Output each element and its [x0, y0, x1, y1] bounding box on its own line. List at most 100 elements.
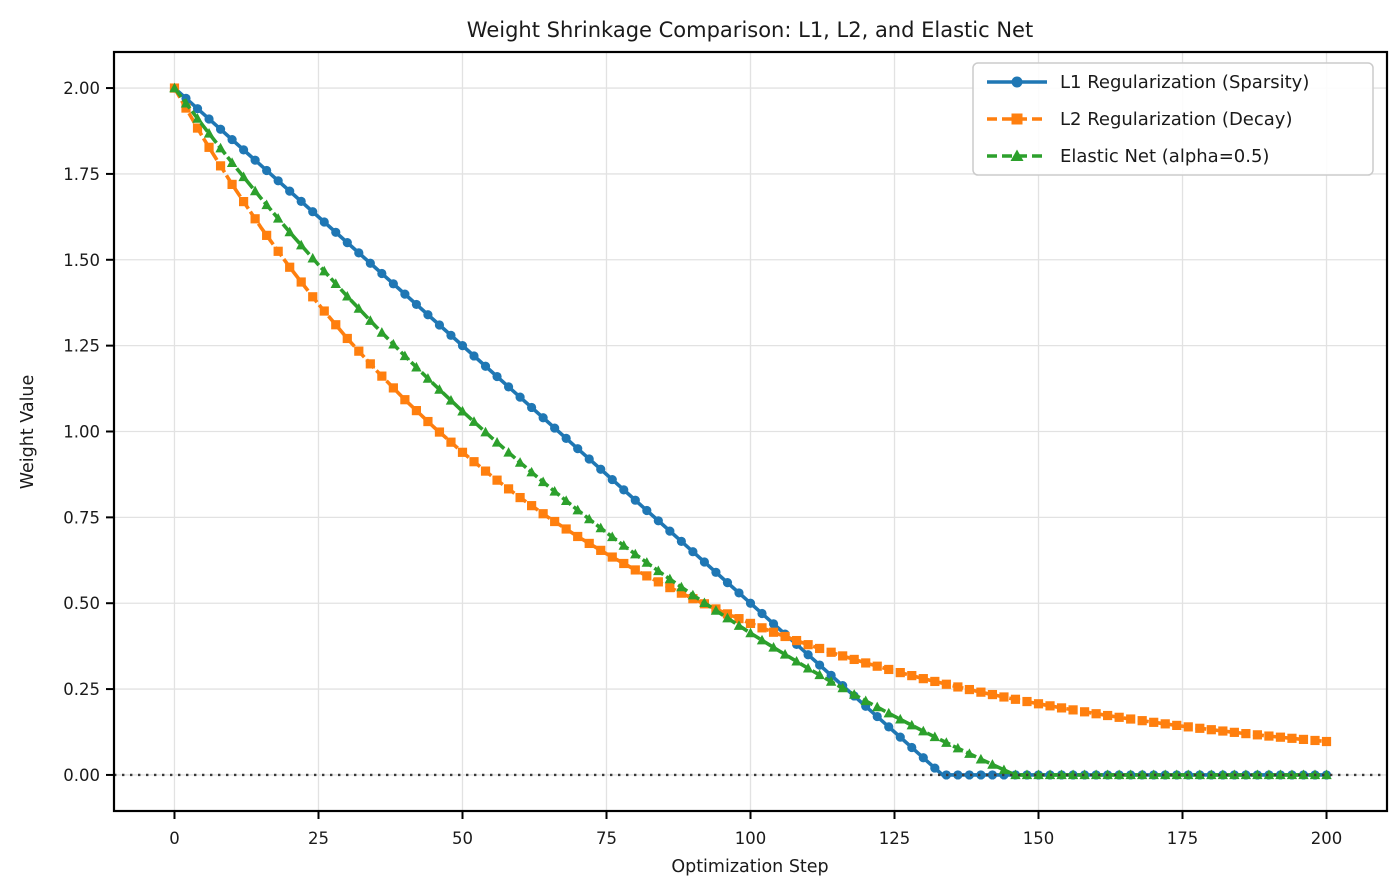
circle-marker-icon: [653, 516, 663, 526]
triangle-marker-icon: [987, 759, 998, 769]
circle-marker-icon: [561, 433, 571, 443]
triangle-marker-icon: [883, 707, 894, 718]
x-axis-label: Optimization Step: [671, 857, 828, 877]
x-tick-label: 0: [169, 829, 180, 848]
square-marker-icon: [1183, 722, 1193, 732]
x-tick-label: 50: [452, 829, 473, 848]
circle-marker-icon: [688, 547, 698, 557]
square-marker-icon: [480, 466, 491, 476]
triangle-marker-icon: [1263, 769, 1275, 780]
triangle-marker-icon: [848, 689, 860, 699]
grid-layer: [114, 52, 1387, 811]
triangle-marker-icon: [365, 315, 376, 325]
square-marker-icon: [1056, 703, 1067, 713]
square-marker-icon: [215, 161, 226, 171]
square-marker-icon: [273, 246, 283, 256]
square-marker-icon: [227, 179, 237, 189]
square-marker-icon: [987, 689, 998, 700]
square-marker-icon: [1264, 731, 1274, 741]
circle-marker-icon: [550, 423, 560, 433]
triangle-marker-icon: [664, 573, 676, 584]
circle-marker-icon: [215, 124, 226, 134]
triangle-marker-icon: [1113, 769, 1125, 780]
triangle-marker-icon: [1321, 769, 1332, 780]
circle-marker-icon: [377, 268, 387, 279]
square-marker-icon: [204, 142, 214, 152]
square-marker-icon: [1172, 720, 1182, 731]
square-marker-icon: [884, 664, 894, 675]
triangle-marker-icon: [595, 522, 606, 533]
triangle-marker-icon: [411, 361, 422, 372]
square-marker-icon: [377, 371, 387, 381]
triangle-marker-icon: [1171, 769, 1182, 780]
y-tick-label: 0.50: [63, 594, 100, 613]
square-marker-icon: [446, 437, 456, 447]
triangle-marker-icon: [1298, 769, 1309, 780]
square-marker-icon: [653, 577, 663, 587]
square-marker-icon: [1022, 696, 1032, 707]
square-marker-icon: [734, 614, 744, 624]
square-marker-icon: [457, 447, 468, 457]
triangle-marker-icon: [549, 486, 560, 496]
square-marker-icon: [354, 346, 364, 356]
x-tick-label: 200: [1311, 829, 1343, 848]
y-tick-label: 1.75: [63, 165, 100, 184]
triangle-marker-icon: [503, 447, 514, 457]
triangle-marker-icon: [388, 338, 399, 349]
triangle-marker-icon: [699, 597, 710, 608]
triangle-marker-icon: [342, 290, 353, 301]
triangle-marker-icon: [641, 557, 653, 567]
triangle-marker-icon: [918, 725, 929, 736]
square-marker-icon: [469, 457, 479, 467]
square-marker-icon: [1114, 712, 1124, 722]
circle-marker-icon: [204, 114, 214, 124]
triangle-marker-icon: [249, 185, 261, 196]
square-marker-icon: [619, 558, 629, 569]
circle-marker-icon: [285, 186, 295, 196]
square-marker-icon: [1011, 113, 1023, 125]
circle-marker-icon: [239, 145, 249, 155]
square-marker-icon: [308, 292, 318, 302]
triangle-marker-icon: [272, 213, 284, 223]
legend-item-l1: L1 Regularization (Sparsity): [987, 72, 1309, 93]
triangle-marker-icon: [895, 713, 906, 724]
square-marker-icon: [1229, 727, 1239, 737]
triangle-marker-icon: [526, 466, 537, 477]
triangle-marker-icon: [572, 504, 583, 515]
square-marker-icon: [492, 475, 502, 485]
triangle-marker-icon: [607, 531, 618, 542]
square-marker-icon: [596, 545, 606, 555]
square-marker-icon: [780, 631, 790, 642]
square-marker-icon: [826, 647, 836, 657]
triangle-marker-icon: [745, 627, 756, 638]
square-marker-icon: [239, 196, 249, 207]
triangle-marker-icon: [584, 513, 595, 524]
series-layer: [169, 82, 1332, 780]
square-marker-icon: [400, 395, 410, 405]
circle-marker-icon: [734, 588, 744, 598]
triangle-marker-icon: [468, 416, 480, 426]
circle-marker-icon: [354, 248, 364, 258]
triangle-marker-icon: [1240, 769, 1252, 780]
circle-marker-icon: [492, 371, 502, 382]
square-marker-icon: [573, 531, 583, 542]
legend-label-l1: L1 Regularization (Sparsity): [1060, 72, 1309, 93]
triangle-marker-icon: [560, 495, 572, 505]
circle-marker-icon: [527, 402, 537, 413]
legend-item-l2: L2 Regularization (Decay): [987, 109, 1292, 130]
circle-marker-icon: [192, 104, 203, 114]
triangle-marker-icon: [779, 649, 791, 659]
square-marker-icon: [1160, 719, 1170, 729]
circle-marker-icon: [699, 557, 710, 567]
square-marker-icon: [768, 627, 779, 637]
circle-marker-icon: [815, 660, 825, 670]
circle-marker-icon: [584, 454, 594, 464]
triangle-marker-icon: [491, 437, 503, 447]
triangle-marker-icon: [710, 605, 722, 615]
x-tick-label: 25: [308, 829, 329, 848]
triangle-marker-icon: [169, 82, 180, 93]
square-marker-icon: [538, 509, 548, 519]
square-marker-icon: [1275, 732, 1286, 742]
